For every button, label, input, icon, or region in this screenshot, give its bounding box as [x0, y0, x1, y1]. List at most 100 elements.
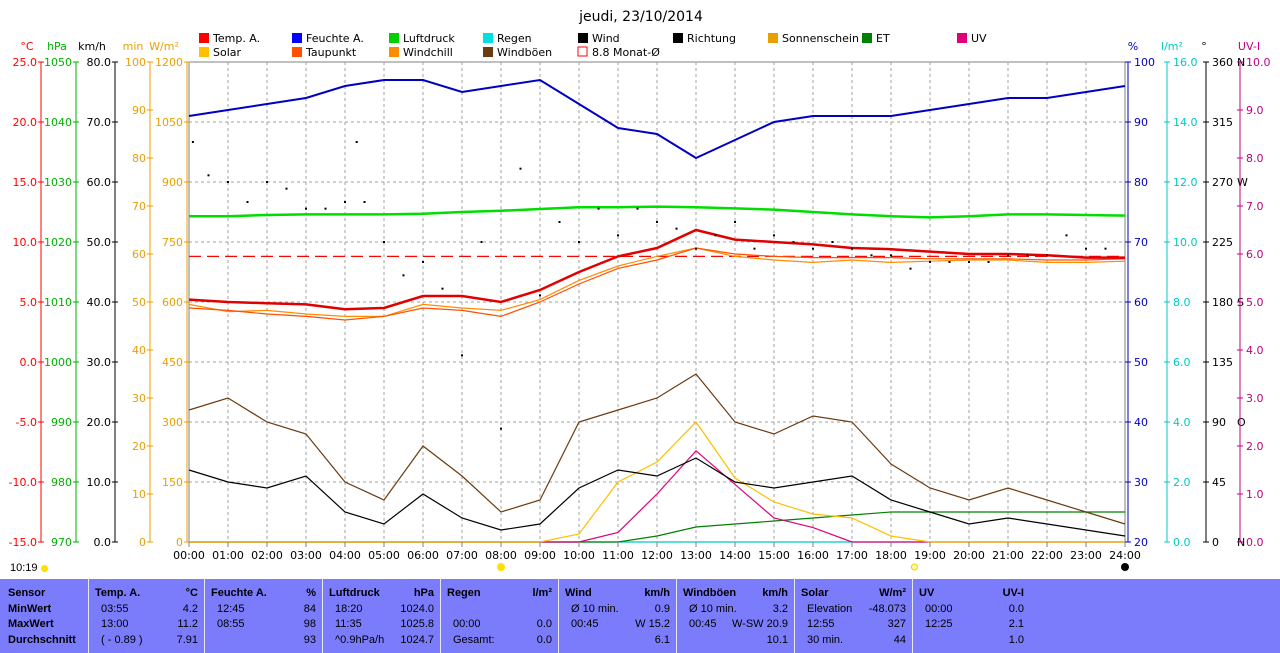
legend-swatch: [389, 33, 399, 43]
stats-value: 3.2: [772, 603, 788, 615]
direction-point: [870, 254, 873, 257]
stats-unit: UV-I: [1002, 587, 1024, 599]
tick-label: 980: [51, 476, 72, 489]
tick-label: 2.0: [1173, 476, 1191, 489]
stats-unit: l/m²: [532, 587, 552, 599]
direction-point: [266, 181, 268, 183]
x-tick-label: 23:00: [1070, 549, 1102, 562]
tick-label: 1020: [44, 236, 72, 249]
tick-label: 300: [162, 416, 183, 429]
stats-value: 98: [303, 618, 316, 630]
axis-unit: l/m²: [1161, 40, 1183, 53]
tick-label: 180: [1212, 296, 1233, 309]
tick-label: 1050: [155, 116, 183, 129]
stats-temp: Temp. A. °C 03:55 4.2 13:00 11.2 ( - 0.89 ) 7.9…: [88, 579, 204, 653]
tick-label: 90: [132, 104, 146, 117]
tick-label: 70: [132, 200, 146, 213]
stats-time: Gesamt:: [453, 634, 495, 646]
tick-label: 7.0: [1246, 200, 1264, 213]
current-time: 10:19: [10, 562, 38, 574]
tick-label: 6.0: [1246, 248, 1264, 261]
stats-value: 1025.8: [400, 618, 434, 630]
stats-time: 08:55: [217, 618, 245, 630]
tick-label: 10.0: [1173, 236, 1198, 249]
stats-value: 4.2: [182, 603, 198, 615]
stats-value: W-SW 20.9: [731, 618, 788, 630]
direction-point: [519, 167, 522, 170]
stats-time: Ø 10 min.: [571, 603, 619, 615]
tick-label: 20.0: [13, 116, 38, 129]
tick-label: 0.0: [1246, 536, 1264, 549]
stats-value: 327: [887, 618, 906, 630]
direction-point: [227, 181, 229, 183]
tick-label: -15.0: [9, 536, 37, 549]
legend-label: 8.8 Monat-Ø: [592, 46, 660, 59]
legend-label: Windchill: [403, 46, 453, 59]
tick-label: 135: [1212, 356, 1233, 369]
direction-point: [500, 427, 502, 430]
tick-label: 10.0: [87, 476, 112, 489]
direction-point: [948, 261, 951, 263]
legend-label: Taupunkt: [305, 46, 357, 59]
stats-gust: Windböen km/h Ø 10 min. 3.2 00:45 W-SW 20.9 10…: [676, 579, 794, 653]
stats-sensor: Sensor MinWert MaxWert Durchschnitt: [0, 579, 88, 653]
tick-label: 70.0: [87, 116, 112, 129]
direction-point: [191, 141, 194, 143]
tick-label: 40.0: [87, 296, 112, 309]
x-tick-label: 16:00: [797, 549, 829, 562]
stats-value: -48.073: [868, 603, 906, 615]
stats-time: 00:00: [925, 603, 953, 615]
stats-humidity: Feuchte A.% 12:45 84 08:55 98 93: [204, 579, 322, 653]
stats-wind: Wind km/h Ø 10 min. 0.9 00:45 W 15.2 6.1: [558, 579, 676, 653]
tick-label: 750: [162, 236, 183, 249]
stats-value: 84: [303, 603, 316, 615]
tick-label: 1.0: [1246, 488, 1264, 501]
direction-point: [773, 234, 775, 237]
tick-label: 0.0: [1173, 536, 1191, 549]
stats-value: 10.1: [766, 634, 788, 646]
series-line: [188, 457, 1126, 537]
tick-label: 90: [1212, 416, 1226, 429]
stats-value: 0.0: [536, 634, 552, 646]
tick-label: 90: [1134, 116, 1148, 129]
tick-label: 225: [1212, 236, 1233, 249]
legend-swatch: [862, 33, 872, 43]
direction-point: [246, 201, 249, 203]
tick-label: 16.0: [1173, 56, 1198, 69]
legend-swatch: [673, 33, 683, 43]
direction-point: [929, 261, 931, 263]
legend-label: Windböen: [497, 46, 552, 59]
tick-label: 2.0: [1246, 440, 1264, 453]
direction-point: [578, 241, 580, 243]
direction-point: [1026, 254, 1029, 257]
stats-unit: km/h: [762, 587, 788, 599]
stats-value: 44: [893, 634, 906, 646]
stats-title: UV: [919, 587, 935, 599]
tick-label: 0.0: [94, 536, 112, 549]
stats-solar: Solar W/m² Elevation -48.073 12:55 327 30 min.…: [794, 579, 912, 653]
direction-point: [597, 207, 600, 210]
stats-sensor-title: Sensor: [8, 587, 46, 599]
direction-point: [890, 254, 892, 257]
legend-swatch: [578, 33, 588, 43]
direction-point: [422, 261, 424, 263]
series-line: [189, 205, 1126, 219]
legend-swatch: [389, 47, 399, 57]
direction-point: [1085, 247, 1087, 250]
x-tick-label: 13:00: [680, 549, 712, 562]
tick-label: 70: [1134, 236, 1148, 249]
direction-point: [1046, 254, 1048, 257]
stats-time: ^0.9hPa/h: [335, 634, 385, 646]
direction-point: [831, 241, 834, 243]
tick-label: 40: [132, 344, 146, 357]
row-label-max: MaxWert: [8, 618, 54, 630]
tick-label: 6.0: [1173, 356, 1191, 369]
tick-label: 8.0: [1246, 152, 1264, 165]
stats-time: ( - 0.89 ): [101, 634, 143, 646]
axis-unit: °: [1201, 40, 1207, 53]
stats-time: 12:25: [925, 618, 953, 630]
stats-unit: W/m²: [879, 587, 906, 599]
stats-value: 1.0: [1008, 634, 1024, 646]
stats-value: 0.0: [536, 618, 552, 630]
stats-value: 0.0: [1008, 603, 1024, 615]
